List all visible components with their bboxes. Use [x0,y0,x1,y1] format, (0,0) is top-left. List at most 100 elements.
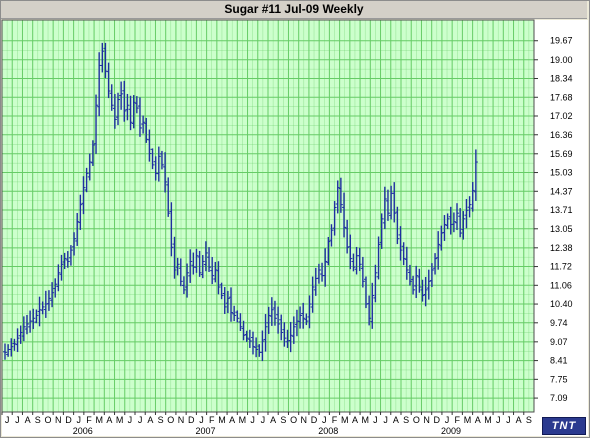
price-bar [62,252,67,270]
price-bar [181,276,186,295]
price-bar [172,236,177,279]
price-bar [279,314,284,341]
price-bar [338,177,343,213]
x-month-label: O [413,415,420,425]
price-bar [360,256,365,288]
price-bar [194,248,199,273]
price-bar [125,93,130,121]
y-axis-panel [534,20,588,412]
x-year-label: 2007 [195,426,215,436]
price-bar [235,310,240,323]
x-month-label: A [25,415,31,425]
price-bar [351,253,356,272]
price-bar [379,213,384,249]
price-bar [40,301,45,315]
price-bar [276,306,281,334]
x-year-label: 2009 [441,426,461,436]
x-month-label: A [352,415,358,425]
price-bar [260,330,265,362]
y-tick-label: 11.72 [550,262,572,272]
price-bar [244,330,249,342]
price-bar [298,306,303,329]
price-bar [301,302,306,329]
price-bar [34,309,39,324]
x-month-label: M [341,415,349,425]
price-bar [329,224,334,247]
price-bar [128,95,133,131]
y-tick-label: 9.07 [550,337,568,347]
price-bar [316,263,321,284]
x-month-label: J [15,415,20,425]
price-bar [106,62,111,99]
price-bar [232,305,237,322]
price-bar [53,278,58,298]
x-month-label: J [138,415,143,425]
price-bar [169,202,174,257]
price-bar [451,212,456,233]
price-bar [304,313,309,326]
price-bar [423,276,428,307]
price-bar [24,315,29,335]
price-bar [345,219,350,254]
price-bar [461,211,466,240]
x-month-label: M [239,415,247,425]
price-bar [464,198,469,229]
price-bar [272,300,277,326]
price-bar [210,257,215,285]
x-month-label: M [464,415,472,425]
price-bar [370,282,375,329]
price-bar [433,253,438,275]
price-bar [411,275,416,295]
price-bar [134,96,139,114]
y-tick-label: 15.69 [550,149,573,159]
y-tick-label: 19.67 [550,36,573,46]
chart-title: Sugar #11 Jul-09 Weekly [1,1,587,19]
price-bar [31,308,36,330]
x-month-label: D [434,415,441,425]
x-month-label: M [218,415,226,425]
price-bar [213,261,218,283]
y-tick-label: 7.75 [550,374,568,384]
x-month-label: M [361,415,369,425]
x-month-label: M [95,415,103,425]
price-bar [445,213,450,230]
x-month-label: J [445,415,450,425]
price-bar [163,152,168,193]
price-bar [420,279,425,302]
y-tick-label: 18.34 [550,74,573,84]
price-bar [9,338,14,357]
price-bar [18,325,23,344]
price-bar [429,263,434,288]
price-bar [310,276,315,313]
price-bar [455,203,460,230]
y-tick-label: 9.74 [550,318,568,328]
price-bar [439,225,444,251]
price-bar [188,249,193,283]
x-month-label: D [311,415,318,425]
price-bar [116,92,121,126]
price-bar [166,177,171,217]
price-bar [203,241,208,272]
price-bar [326,236,331,266]
price-bar [401,242,406,266]
y-tick-label: 12.38 [550,243,573,253]
x-month-label: D [65,415,72,425]
price-bar [137,97,142,137]
x-month-label: A [393,415,399,425]
price-bar [442,215,447,241]
price-bar [238,313,243,331]
price-bar [144,117,149,143]
price-bar [342,192,347,238]
price-bar [376,236,381,280]
price-bar [458,208,463,238]
price-bar [266,306,271,334]
x-month-label: J [383,415,388,425]
x-month-label: F [332,415,338,425]
price-bar [15,328,20,352]
price-bar [156,146,161,182]
price-bar [307,295,312,329]
x-month-label: O [290,415,297,425]
price-bar [78,194,83,230]
price-bar [348,234,353,270]
